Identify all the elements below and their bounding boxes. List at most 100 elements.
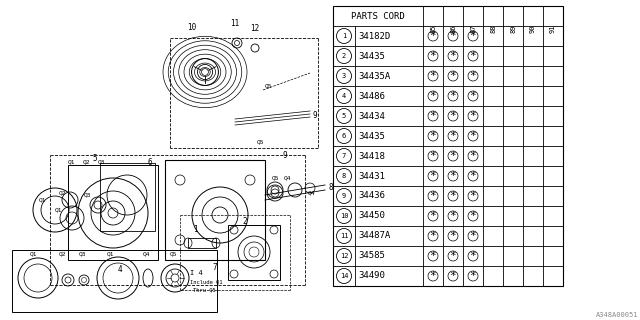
Text: Q3: Q3 — [98, 159, 106, 164]
Text: 10: 10 — [340, 213, 348, 219]
Text: 87: 87 — [470, 24, 476, 33]
Text: *: * — [470, 151, 476, 161]
Text: 88: 88 — [490, 24, 496, 33]
Text: *: * — [470, 131, 476, 141]
Bar — [188, 238, 216, 248]
Text: I 4: I 4 — [190, 270, 203, 276]
Text: Q3: Q3 — [78, 252, 86, 257]
Text: Q1: Q1 — [30, 252, 38, 257]
Text: *: * — [450, 151, 456, 161]
Bar — [100, 163, 155, 231]
Text: *: * — [429, 231, 436, 241]
Text: 5: 5 — [342, 113, 346, 119]
Text: Include Q1: Include Q1 — [190, 279, 223, 284]
Text: *: * — [470, 191, 476, 201]
Text: 34182D: 34182D — [358, 31, 390, 41]
Text: 34436: 34436 — [358, 191, 385, 201]
Bar — [333, 6, 563, 286]
Text: 34487A: 34487A — [358, 231, 390, 241]
Text: *: * — [470, 171, 476, 181]
Text: *: * — [429, 131, 436, 141]
Bar — [12, 250, 217, 312]
Text: *: * — [450, 211, 456, 221]
Text: *: * — [429, 191, 436, 201]
Text: *: * — [450, 131, 456, 141]
Text: Q1: Q1 — [106, 252, 114, 257]
Text: 85: 85 — [430, 24, 436, 33]
Text: 12: 12 — [340, 253, 348, 259]
Text: 5: 5 — [93, 154, 97, 163]
Text: 6: 6 — [342, 133, 346, 139]
Text: 9: 9 — [283, 150, 287, 159]
Text: 91: 91 — [550, 24, 556, 33]
Text: 34486: 34486 — [358, 92, 385, 100]
Text: 86: 86 — [450, 24, 456, 33]
Text: Q4: Q4 — [142, 252, 150, 257]
Text: *: * — [450, 91, 456, 101]
Text: Q2: Q2 — [83, 159, 90, 164]
Text: 4: 4 — [342, 93, 346, 99]
Text: *: * — [429, 51, 436, 61]
Text: Thru Q5: Thru Q5 — [193, 287, 216, 292]
Text: *: * — [450, 51, 456, 61]
Text: *: * — [429, 151, 436, 161]
Text: *: * — [429, 171, 436, 181]
Text: Q2: Q2 — [58, 190, 66, 196]
Text: *: * — [470, 31, 476, 41]
Text: 34490: 34490 — [358, 271, 385, 281]
Text: 11: 11 — [230, 19, 239, 28]
Text: *: * — [470, 91, 476, 101]
Text: Q1: Q1 — [54, 207, 61, 212]
Text: *: * — [429, 71, 436, 81]
Text: 1: 1 — [193, 226, 197, 235]
Text: *: * — [450, 111, 456, 121]
Bar — [68, 165, 158, 260]
Text: Q3: Q3 — [83, 193, 91, 197]
Text: 34450: 34450 — [358, 212, 385, 220]
Text: *: * — [450, 271, 456, 281]
Text: 2: 2 — [243, 217, 247, 226]
Text: 8: 8 — [328, 182, 333, 191]
Text: 9: 9 — [342, 193, 346, 199]
Bar — [165, 160, 265, 260]
Text: *: * — [470, 271, 476, 281]
Text: *: * — [429, 211, 436, 221]
Text: Q5: Q5 — [169, 252, 177, 257]
Text: 34434: 34434 — [358, 111, 385, 121]
Text: 34431: 34431 — [358, 172, 385, 180]
Text: *: * — [470, 211, 476, 221]
Text: 11: 11 — [340, 233, 348, 239]
Text: *: * — [450, 231, 456, 241]
Text: *: * — [429, 271, 436, 281]
Text: 90: 90 — [530, 24, 536, 33]
Text: PARTS CORD: PARTS CORD — [351, 12, 405, 20]
Text: *: * — [450, 191, 456, 201]
Text: Q1: Q1 — [68, 159, 76, 164]
Text: 7: 7 — [342, 153, 346, 159]
Text: *: * — [450, 71, 456, 81]
Text: *: * — [470, 51, 476, 61]
Text: *: * — [450, 31, 456, 41]
Bar — [228, 225, 280, 280]
Text: *: * — [450, 251, 456, 261]
Text: 9: 9 — [312, 110, 317, 119]
Text: 12: 12 — [250, 23, 260, 33]
Text: 4: 4 — [118, 266, 122, 275]
Text: 10: 10 — [188, 22, 196, 31]
Text: *: * — [429, 91, 436, 101]
Text: Q5: Q5 — [271, 175, 279, 180]
Text: *: * — [470, 111, 476, 121]
Text: *: * — [470, 251, 476, 261]
Text: 34435A: 34435A — [358, 71, 390, 81]
Text: Q4: Q4 — [284, 175, 291, 180]
Text: 8: 8 — [342, 173, 346, 179]
Text: Q1: Q1 — [38, 197, 45, 203]
Text: 1: 1 — [342, 33, 346, 39]
Text: A348A00051: A348A00051 — [595, 312, 638, 318]
Text: *: * — [470, 71, 476, 81]
Text: 34585: 34585 — [358, 252, 385, 260]
Text: *: * — [450, 171, 456, 181]
Text: 34418: 34418 — [358, 151, 385, 161]
Text: Q2: Q2 — [58, 252, 66, 257]
Text: Q4: Q4 — [308, 190, 316, 196]
